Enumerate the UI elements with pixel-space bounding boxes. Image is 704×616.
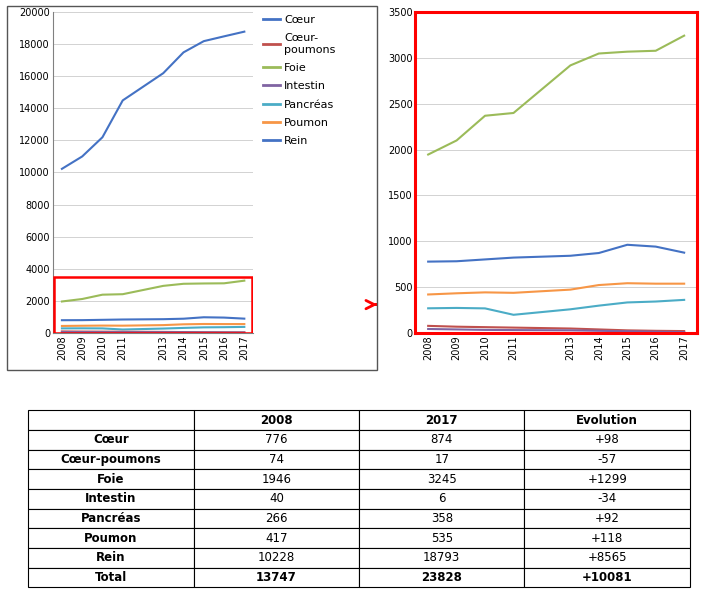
Bar <box>54 277 253 333</box>
Legend: Cœur, Cœur-
poumons, Foie, Intestin, Pancréas, Poumon, Rein: Cœur, Cœur- poumons, Foie, Intestin, Pan… <box>263 15 336 146</box>
